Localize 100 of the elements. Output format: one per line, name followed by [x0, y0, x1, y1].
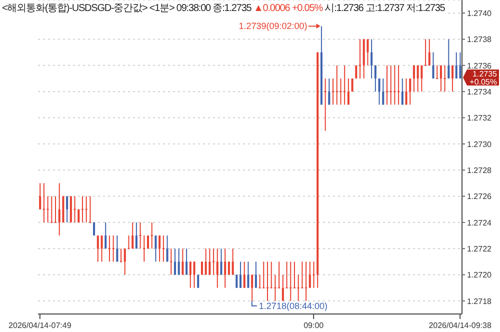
y-tick-label: 1.2726 — [467, 192, 492, 202]
candlestick — [420, 64, 423, 92]
candlestick — [124, 248, 126, 276]
candlestick — [459, 52, 462, 79]
y-tick-label: 1.2718 — [467, 296, 492, 306]
candlestick — [351, 78, 354, 92]
candlestick — [108, 235, 110, 262]
candlestick — [386, 64, 388, 106]
chart-subtitle: ▲0.0006 +0.05% — [253, 3, 322, 14]
candlestick — [440, 64, 442, 92]
candlestick — [374, 64, 376, 92]
candlestick — [247, 261, 250, 288]
candlestick — [154, 235, 157, 262]
candlestick — [347, 78, 350, 106]
candlestick — [344, 64, 346, 106]
y-tick-label: 1.2730 — [467, 140, 492, 149]
candlestick — [266, 261, 268, 302]
annotation: 시:1.2736 고:1.2737 저:1.2735 — [324, 3, 445, 14]
candlestick — [328, 78, 330, 106]
candlestick — [448, 38, 450, 79]
y-tick-label: 1.2720 — [467, 270, 492, 280]
candlestick — [390, 64, 392, 106]
chart-title: <해외통화(통합)-USDSGD-중간값> <1분> 09:38:00 종:1.2735 — [2, 3, 252, 14]
annotation: 1.2718(08:44:00) — [258, 300, 328, 311]
candlestick — [436, 64, 438, 79]
y-tick-label: 1.2734 — [467, 87, 492, 96]
candlestick — [232, 248, 234, 276]
y-tick-label: 1.2724 — [467, 218, 492, 228]
candlestick — [382, 78, 384, 106]
candlestick — [366, 38, 369, 66]
candlestick — [104, 222, 107, 250]
candlestick — [282, 274, 284, 302]
candlestick — [100, 235, 103, 262]
candlestick — [332, 78, 334, 106]
candlestick — [186, 248, 188, 276]
candlestick — [359, 38, 362, 79]
candlestick — [251, 274, 254, 302]
candlestick — [398, 64, 400, 106]
candlestick — [162, 235, 164, 262]
candlestick — [290, 261, 292, 302]
candlestick — [452, 64, 454, 92]
candlestick — [66, 196, 68, 223]
candlestick — [132, 222, 134, 250]
candlestick — [220, 248, 222, 276]
candlestick — [208, 248, 211, 276]
candlestick — [340, 78, 342, 106]
y-tick-label: 1.2738 — [467, 35, 492, 44]
candlestick — [174, 248, 176, 276]
candlestick — [46, 196, 49, 223]
candlestick — [158, 235, 161, 262]
text: 1.2735 +0.05% — [470, 70, 498, 86]
candlestick — [54, 196, 56, 223]
x-tick-label: 2026/04/14-07:49 — [8, 321, 72, 330]
candlestick — [444, 64, 446, 92]
candlestick — [182, 248, 184, 276]
candlestick — [200, 261, 203, 276]
candlestick — [193, 261, 196, 288]
candlestick — [212, 248, 215, 276]
x-tick-label: 09:00 — [304, 321, 324, 330]
candlestick — [189, 261, 192, 288]
candlestick — [274, 274, 276, 302]
candlestick — [89, 196, 92, 223]
candlestick — [139, 222, 142, 250]
candlestick — [39, 182, 42, 210]
candlestick — [455, 52, 458, 79]
candlestick — [301, 261, 304, 288]
candlestick — [50, 196, 53, 223]
candlestick — [143, 235, 146, 262]
candlestick — [81, 196, 84, 223]
candlestick — [74, 196, 76, 223]
candlestick — [112, 235, 114, 262]
candlestick — [308, 261, 311, 288]
annotation: 1.2739(09:02:00) — [238, 21, 308, 32]
candlestick — [240, 261, 242, 288]
candlestick — [412, 64, 415, 92]
candlestick — [305, 261, 308, 302]
candlestick — [262, 261, 265, 288]
candlestick — [58, 182, 60, 236]
x-tick-label: 2026/04/14-09:38 — [428, 321, 492, 330]
candlestick — [416, 64, 419, 92]
candlestick — [120, 248, 122, 262]
candlestick — [378, 78, 380, 106]
candlestick — [286, 261, 288, 288]
y-tick-label: 1.2732 — [467, 114, 492, 123]
y-tick-label: 1.2722 — [467, 244, 492, 254]
candlestick — [96, 235, 99, 262]
candlestick — [224, 248, 226, 288]
candlestick — [293, 261, 296, 288]
candlestick — [336, 64, 338, 106]
candlestick — [236, 274, 238, 288]
y-tick-label: 1.2736 — [467, 61, 492, 70]
candlestick — [370, 38, 373, 79]
candlestick — [405, 78, 408, 106]
candlestick — [116, 235, 118, 262]
candlestick — [204, 248, 207, 276]
candlestick — [254, 261, 257, 288]
candlestick — [432, 52, 434, 79]
y-tick-label: 1.2740 — [467, 8, 492, 18]
candlestick — [297, 274, 300, 302]
candlestick — [178, 248, 180, 276]
